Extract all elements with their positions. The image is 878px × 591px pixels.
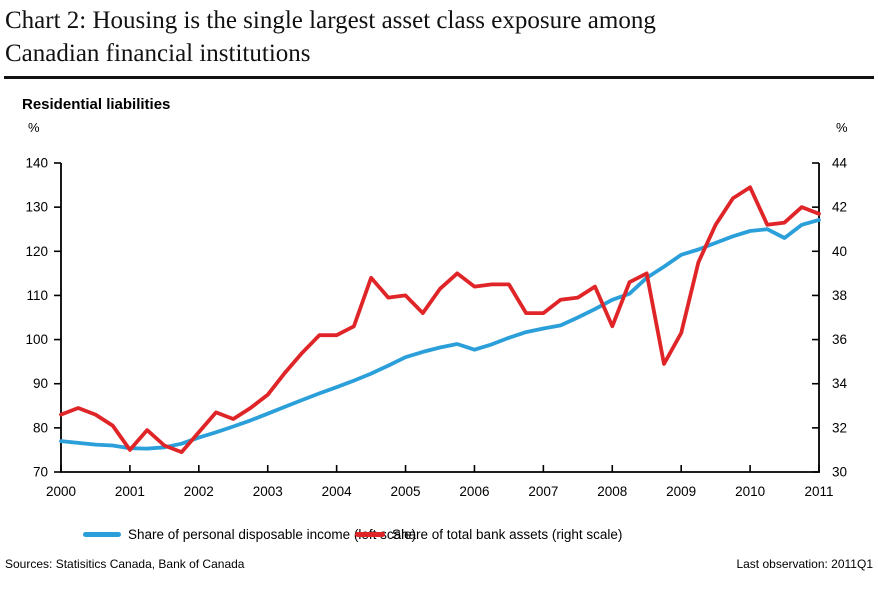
right-axis-tick-label: 40 <box>832 244 847 259</box>
right-axis-tick-label: 44 <box>832 156 848 171</box>
x-axis-tick-label: 2002 <box>184 484 214 499</box>
left-axis-unit-label: % <box>28 120 40 135</box>
right-axis-tick-label: 32 <box>832 420 847 435</box>
legend-label-personal-disposable-income: Share of personal disposable income (lef… <box>128 526 417 542</box>
x-axis-tick-label: 2006 <box>459 484 489 499</box>
chart-title: Chart 2: Housing is the single largest a… <box>5 4 855 70</box>
last-observation-note: Last observation: 2011Q1 <box>736 557 873 571</box>
legend-swatch-red-line <box>355 531 385 537</box>
legend-swatch-blue-line <box>83 531 121 537</box>
x-axis-tick-label: 2010 <box>735 484 765 499</box>
x-axis-tick-label: 2004 <box>322 484 353 499</box>
sources-note: Sources: Statisitics Canada, Bank of Can… <box>5 557 245 571</box>
x-axis-tick-label: 2008 <box>597 484 627 499</box>
left-axis-tick-label: 100 <box>25 332 48 347</box>
legend-item-personal-disposable-income: Share of personal disposable income (lef… <box>83 526 416 542</box>
series-line-personal-disposable-income <box>59 217 821 451</box>
left-axis-tick-label: 120 <box>25 244 48 259</box>
x-axis-tick-label: 2001 <box>115 484 145 499</box>
chart-subtitle: Residential liabilities <box>22 96 171 113</box>
x-axis-tick-label: 2007 <box>528 484 558 499</box>
left-axis-tick-label: 130 <box>25 200 48 215</box>
chart-title-line1: Chart 2: Housing is the single largest a… <box>5 7 656 34</box>
left-axis-tick-label: 110 <box>26 288 48 303</box>
right-axis-tick-label: 38 <box>832 288 847 303</box>
left-axis-tick-label: 70 <box>33 465 48 480</box>
right-axis-tick-label: 42 <box>832 200 847 215</box>
x-axis-tick-label: 2011 <box>804 484 833 499</box>
title-divider <box>4 76 874 79</box>
series-line-total-bank-assets <box>59 185 821 455</box>
right-axis-unit-label: % <box>836 120 848 135</box>
right-axis-tick-label: 36 <box>832 332 847 347</box>
x-axis-tick-label: 2009 <box>666 484 696 499</box>
legend-item-total-bank-assets: Share of total bank assets (right scale) <box>355 526 622 542</box>
legend-label-total-bank-assets: Share of total bank assets (right scale) <box>392 526 623 542</box>
x-axis-tick-label: 2005 <box>391 484 421 499</box>
x-axis-tick-label: 2000 <box>46 484 76 499</box>
left-axis-tick-label: 80 <box>33 420 48 435</box>
left-axis-tick-label: 140 <box>25 156 48 171</box>
x-axis-tick-label: 2003 <box>253 484 283 499</box>
right-axis-tick-label: 30 <box>832 465 847 480</box>
chart-title-line2: Canadian financial institutions <box>5 40 311 67</box>
right-axis-tick-label: 34 <box>832 376 848 391</box>
left-axis-tick-label: 90 <box>33 376 48 391</box>
